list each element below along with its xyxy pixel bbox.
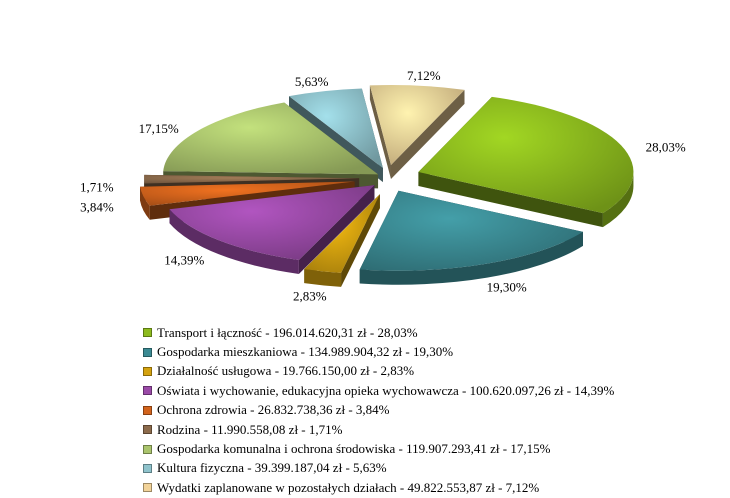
percent-label: 7,12% (407, 68, 441, 83)
legend-label: Gospodarka komunalna i ochrona środowisk… (157, 441, 550, 457)
legend-item: Gospodarka mieszkaniowa - 134.989.904,32… (143, 342, 723, 361)
legend-item: Ochrona zdrowia - 26.832.738,36 zł - 3,8… (143, 401, 723, 420)
legend-label: Ochrona zdrowia - 26.832.738,36 zł - 3,8… (157, 402, 390, 418)
percent-label: 14,39% (164, 252, 204, 267)
legend-swatch (143, 348, 152, 357)
legend-swatch (143, 483, 152, 492)
legend-label: Działalność usługowa - 19.766.150,00 zł … (157, 363, 414, 379)
legend-swatch (143, 367, 152, 376)
legend-swatch (143, 406, 152, 415)
legend-label: Kultura fizyczna - 39.399.187,04 zł - 5,… (157, 460, 387, 476)
legend-item: Gospodarka komunalna i ochrona środowisk… (143, 439, 723, 458)
percent-label: 19,30% (487, 280, 527, 295)
legend-item: Rodzina - 11.990.558,08 zł - 1,71% (143, 420, 723, 439)
percent-label: 28,03% (646, 139, 686, 154)
percent-label: 17,15% (139, 121, 179, 136)
percent-label: 3,84% (80, 200, 114, 215)
legend-item: Działalność usługowa - 19.766.150,00 zł … (143, 362, 723, 381)
pie-chart: 28,03% 19,30% 2,83% 14,39% 3,84% 1,71% 17,15% 5… (0, 0, 730, 320)
legend: Transport i łączność - 196.014.620,31 zł… (143, 323, 723, 498)
legend-swatch (143, 386, 152, 395)
legend-item: Oświata i wychowanie, edukacyjna opieka … (143, 381, 723, 400)
legend-swatch (143, 328, 152, 337)
legend-label: Transport i łączność - 196.014.620,31 zł… (157, 325, 418, 341)
percent-label: 5,63% (295, 74, 329, 89)
legend-swatch (143, 464, 152, 473)
legend-item: Transport i łączność - 196.014.620,31 zł… (143, 323, 723, 342)
legend-item: Wydatki zaplanowane w pozostałych działa… (143, 478, 723, 497)
percent-label: 2,83% (293, 288, 327, 303)
percent-label: 1,71% (80, 179, 114, 194)
legend-item: Kultura fizyczna - 39.399.187,04 zł - 5,… (143, 459, 723, 478)
legend-label: Oświata i wychowanie, edukacyjna opieka … (157, 383, 614, 399)
legend-label: Wydatki zaplanowane w pozostałych działa… (157, 480, 539, 496)
legend-label: Gospodarka mieszkaniowa - 134.989.904,32… (157, 344, 453, 360)
legend-swatch (143, 445, 152, 454)
legend-swatch (143, 425, 152, 434)
legend-label: Rodzina - 11.990.558,08 zł - 1,71% (157, 422, 342, 438)
